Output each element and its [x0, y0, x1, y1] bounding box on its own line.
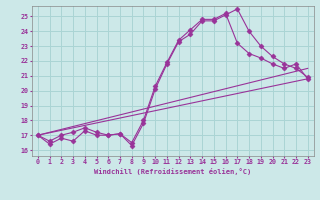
- X-axis label: Windchill (Refroidissement éolien,°C): Windchill (Refroidissement éolien,°C): [94, 168, 252, 175]
